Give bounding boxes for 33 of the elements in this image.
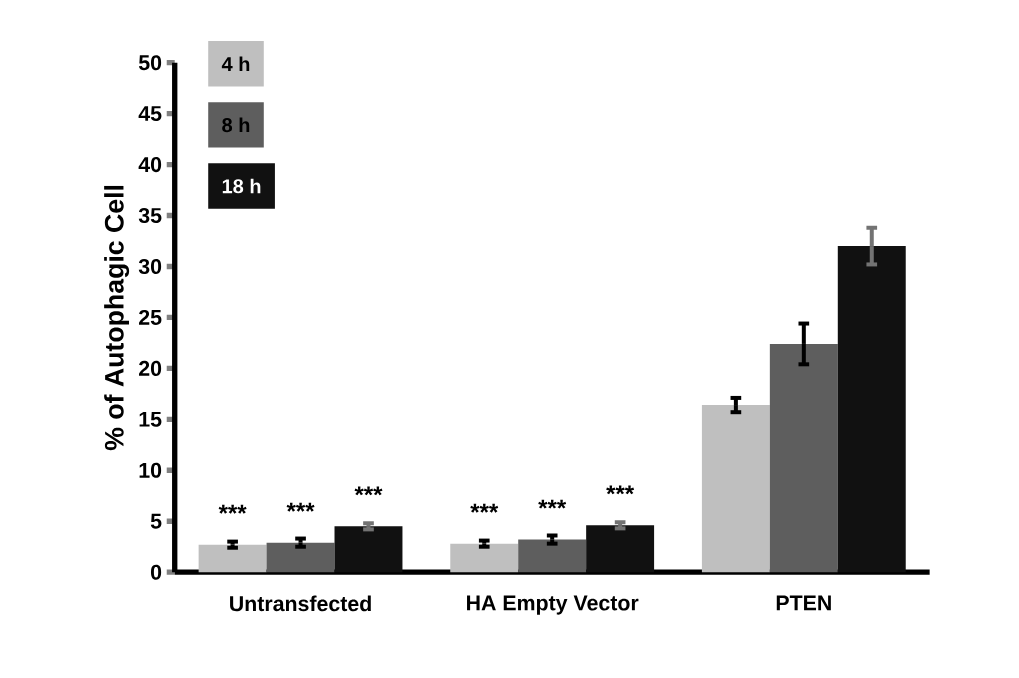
bar (586, 525, 655, 573)
bar (701, 405, 770, 573)
data-label: *** (538, 499, 567, 509)
text: 18 h (222, 178, 261, 194)
data-label: *** (354, 486, 383, 496)
data-label: *** (470, 503, 499, 513)
bar (450, 543, 519, 573)
bar (518, 539, 587, 573)
y-tick-label: 35 (138, 208, 162, 224)
y-tick-label: 10 (139, 462, 162, 479)
x-tick-label: PTEN (776, 595, 831, 611)
y-tick-label: 20 (139, 361, 162, 377)
y-tick-label: 30 (138, 259, 162, 275)
data-label: *** (606, 485, 635, 495)
data-label: *** (286, 502, 315, 512)
y-tick-label: 50 (138, 55, 162, 71)
bar (769, 344, 838, 573)
bar (198, 544, 267, 573)
bar (837, 246, 906, 573)
y-tick-label: 5 (150, 514, 162, 529)
bar (334, 526, 403, 573)
text: 4 h (221, 56, 250, 72)
y-tick-label: 15 (139, 412, 162, 427)
y-tick-label: 40 (138, 157, 162, 173)
y-tick-label: 25 (139, 310, 162, 326)
x-tick-label: HA Empty Vector (467, 595, 639, 615)
y-axis-title: % of Autophagic Cell (104, 186, 130, 451)
y-tick-label: 0 (150, 564, 162, 580)
y-tick-label: 45 (138, 106, 162, 122)
bar (266, 542, 335, 573)
x-tick-label: Untransfected (230, 595, 371, 612)
data-label: *** (218, 504, 247, 514)
text: 8 h (222, 117, 250, 133)
